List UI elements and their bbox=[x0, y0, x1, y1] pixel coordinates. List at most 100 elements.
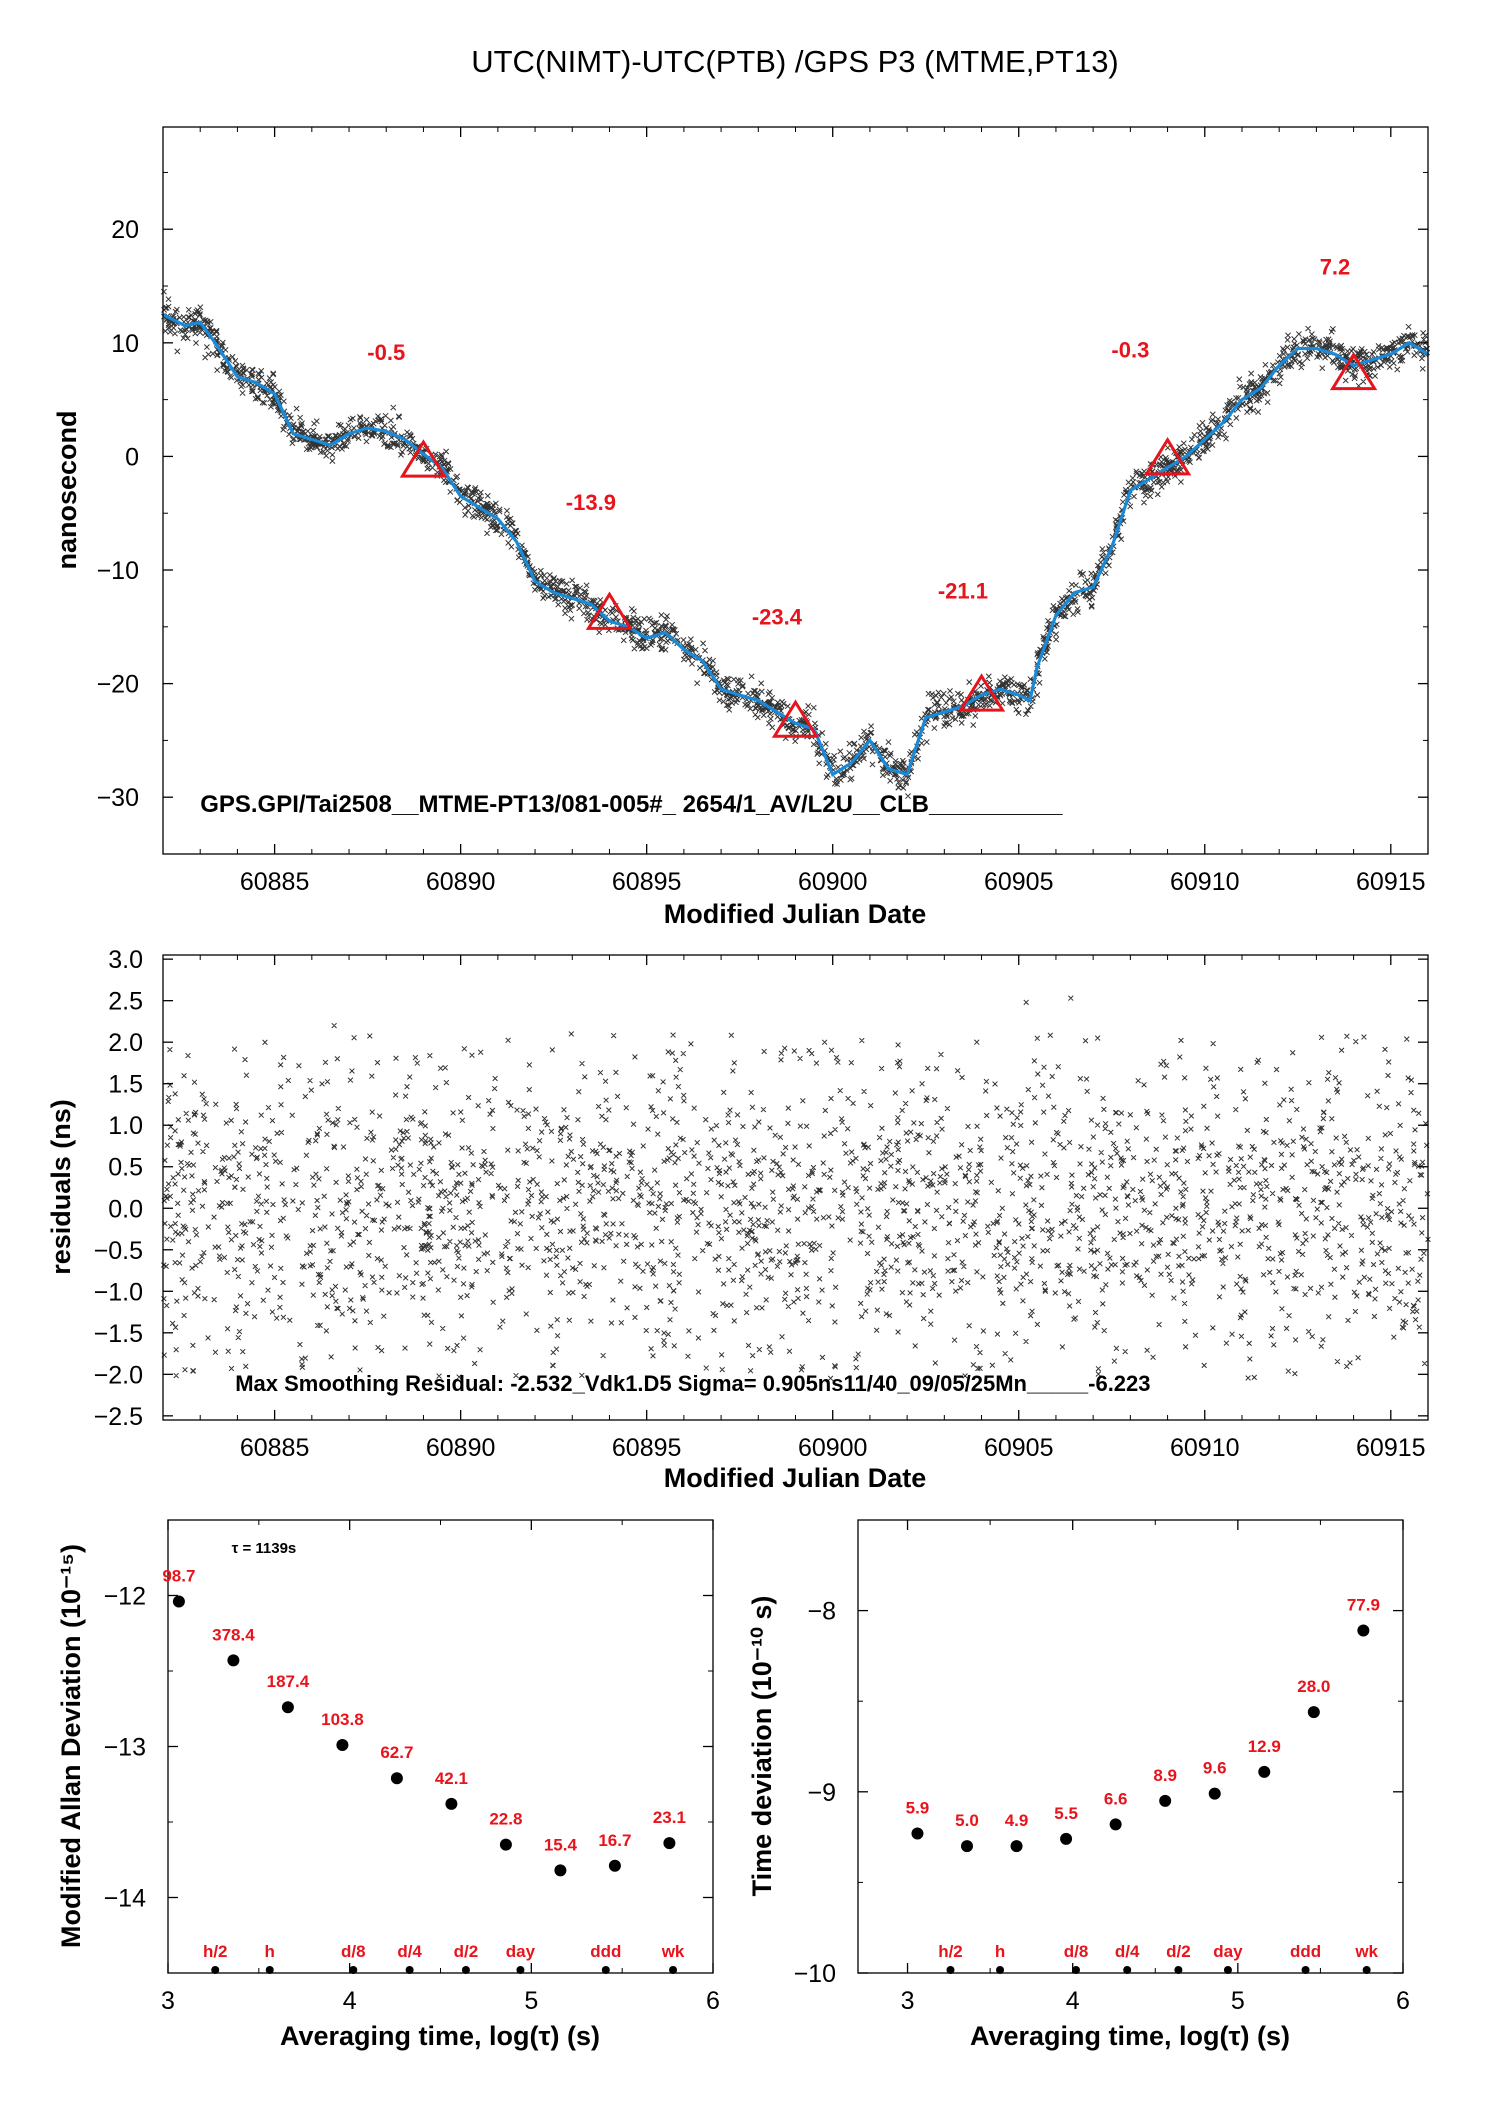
tdev-ylabel: Time deviation (10⁻¹⁰ s) bbox=[747, 1596, 777, 1897]
tdev-interval-label: day bbox=[1213, 1942, 1243, 1961]
tdev-ytick-label: −9 bbox=[807, 1779, 836, 1807]
residuals-xtick-label: 60890 bbox=[426, 1434, 496, 1462]
residuals-ylabel: residuals (ns) bbox=[46, 1099, 76, 1275]
residuals-ytick-label: −1.0 bbox=[94, 1278, 143, 1306]
mdev-point bbox=[172, 1595, 185, 1608]
residuals-xtick-label: 60905 bbox=[984, 1434, 1054, 1462]
mdev-ylabel: Modified Allan Deviation (10⁻¹⁵) bbox=[56, 1544, 86, 1948]
residuals-ytick-label: −1.5 bbox=[94, 1320, 143, 1348]
triangle-marker-1 bbox=[399, 439, 448, 478]
mdev-point-label: 22.8 bbox=[489, 1810, 522, 1829]
mdev-interval-marker bbox=[461, 1966, 470, 1974]
tdev-point-label: 5.0 bbox=[955, 1811, 979, 1830]
mdev-point bbox=[445, 1797, 458, 1810]
tdev-ytick-label: −10 bbox=[794, 1960, 836, 1988]
mdev-ytick-label: −14 bbox=[104, 1885, 147, 1913]
mdev-point-label: 98.7 bbox=[162, 1567, 195, 1586]
mdev-interval-marker bbox=[669, 1966, 678, 1974]
tdev-point-label: 9.6 bbox=[1203, 1759, 1227, 1778]
timeseries-footer: GPS.GPI/Tai2508__MTME-PT13/081-005#_ 265… bbox=[200, 791, 1063, 818]
mdev-interval-label: d/4 bbox=[397, 1942, 422, 1961]
tdev-interval-marker bbox=[1223, 1966, 1232, 1974]
timeseries-xtick-label: 60885 bbox=[240, 868, 310, 896]
mdev-point bbox=[663, 1837, 676, 1850]
tdev-xtick-label: 4 bbox=[1066, 1987, 1080, 2015]
residuals-xtick-label: 60915 bbox=[1356, 1434, 1426, 1462]
mdev-panel: 3 4 5 6 −14 −13 −12 98.7 378.4 187.4 103.8 62.7 42.… bbox=[56, 1519, 720, 2051]
tdev-interval-marker bbox=[1123, 1966, 1132, 1974]
mdev-interval-label: h bbox=[265, 1942, 275, 1961]
tdev-point-label: 4.9 bbox=[1005, 1811, 1029, 1830]
residuals-xtick-label: 60885 bbox=[240, 1434, 310, 1462]
mdev-interval-label: ddd bbox=[590, 1942, 621, 1961]
triangle-marker-4 bbox=[957, 673, 1006, 712]
tdev-point-label: 6.6 bbox=[1104, 1789, 1128, 1808]
residuals-xtick-label: 60910 bbox=[1170, 1434, 1240, 1462]
mdev-interval-label: day bbox=[506, 1942, 536, 1961]
triangle-marker-5 bbox=[1143, 436, 1192, 476]
residuals-ytick-label: 3.0 bbox=[108, 946, 143, 974]
mdev-point bbox=[281, 1701, 294, 1714]
timeseries-panel: -0.5 -13.9 -23.4 -21.1 -0.3 7.2 60885 60890 608… bbox=[52, 126, 1431, 929]
residuals-xlabel: Modified Julian Date bbox=[664, 1463, 927, 1493]
mdev-point bbox=[554, 1864, 567, 1877]
residuals-xtick-label: 60895 bbox=[612, 1434, 682, 1462]
tdev-xtick-label: 5 bbox=[1231, 1987, 1245, 2015]
tdev-point bbox=[1060, 1832, 1073, 1845]
tdev-frame bbox=[857, 1519, 1404, 1974]
mdev-points: 98.7 378.4 187.4 103.8 62.7 42.1 22.8 15.4 16.7 2… bbox=[162, 1567, 686, 1974]
tdev-ytick-label: −8 bbox=[807, 1598, 836, 1626]
tdev-interval-label: d/2 bbox=[1166, 1942, 1191, 1961]
tdev-interval-label: d/8 bbox=[1064, 1942, 1089, 1961]
tdev-interval-label: wk bbox=[1354, 1942, 1378, 1961]
residuals-xtick-label: 60900 bbox=[798, 1434, 868, 1462]
mdev-point-label: 16.7 bbox=[598, 1831, 631, 1850]
mdev-interval-marker bbox=[405, 1966, 414, 1974]
mdev-interval-marker bbox=[349, 1966, 358, 1974]
tdev-interval-marker bbox=[946, 1966, 955, 1974]
residuals-footer: Max Smoothing Residual: -2.532_Vdk1.D5 S… bbox=[235, 1371, 1150, 1396]
tdev-point bbox=[1258, 1765, 1271, 1778]
timeseries-xtick-label: 60895 bbox=[612, 868, 682, 896]
timeseries-frame bbox=[162, 126, 1429, 855]
timeseries-ytick-label: 0 bbox=[125, 443, 139, 471]
residuals-scatter bbox=[160, 995, 1431, 1382]
residuals-ytick-label: −0.5 bbox=[94, 1237, 143, 1265]
mdev-interval-marker bbox=[516, 1966, 525, 1974]
timeseries-xtick-label: 60915 bbox=[1356, 868, 1426, 896]
tdev-interval-marker bbox=[1301, 1966, 1310, 1974]
triangle-marker-6 bbox=[1329, 351, 1378, 391]
mdev-point bbox=[608, 1859, 621, 1872]
triangle-label-6: 7.2 bbox=[1320, 255, 1351, 280]
mdev-point-label: 103.8 bbox=[321, 1710, 364, 1729]
tdev-interval-label: h bbox=[995, 1942, 1005, 1961]
mdev-point-label: 187.4 bbox=[267, 1672, 310, 1691]
timeseries-xtick-label: 60890 bbox=[426, 868, 496, 896]
tdev-point-label: 12.9 bbox=[1248, 1737, 1281, 1756]
tdev-point-label: 28.0 bbox=[1297, 1677, 1330, 1696]
timeseries-ytick-label: −30 bbox=[97, 784, 139, 812]
tdev-point-label: 5.5 bbox=[1054, 1804, 1078, 1823]
mdev-point-label: 15.4 bbox=[544, 1835, 578, 1854]
mdev-point bbox=[390, 1772, 403, 1785]
residuals-ytick-label: 2.0 bbox=[108, 1029, 143, 1057]
residuals-ytick-label: −2.0 bbox=[94, 1361, 143, 1389]
tdev-interval-marker bbox=[1362, 1966, 1371, 1974]
tdev-point bbox=[1109, 1818, 1122, 1831]
mdev-interval-label: d/8 bbox=[341, 1942, 366, 1961]
timeseries-xtick-label: 60905 bbox=[984, 868, 1054, 896]
mdev-point bbox=[499, 1838, 512, 1851]
mdev-point-label: 62.7 bbox=[380, 1743, 413, 1762]
tdev-interval-label: d/4 bbox=[1115, 1942, 1140, 1961]
mdev-point-label: 42.1 bbox=[435, 1769, 468, 1788]
mdev-interval-marker bbox=[265, 1966, 274, 1974]
mdev-xtick-label: 5 bbox=[524, 1987, 538, 2015]
tdev-interval-label: ddd bbox=[1290, 1942, 1321, 1961]
timeseries-ytick-label: −20 bbox=[97, 671, 139, 699]
mdev-interval-label: wk bbox=[661, 1942, 685, 1961]
triangle-label-4: -21.1 bbox=[938, 578, 988, 603]
residuals-ytick-label: 1.0 bbox=[108, 1112, 143, 1140]
tdev-xtick-label: 3 bbox=[901, 1987, 915, 2015]
mdev-point bbox=[227, 1654, 240, 1667]
